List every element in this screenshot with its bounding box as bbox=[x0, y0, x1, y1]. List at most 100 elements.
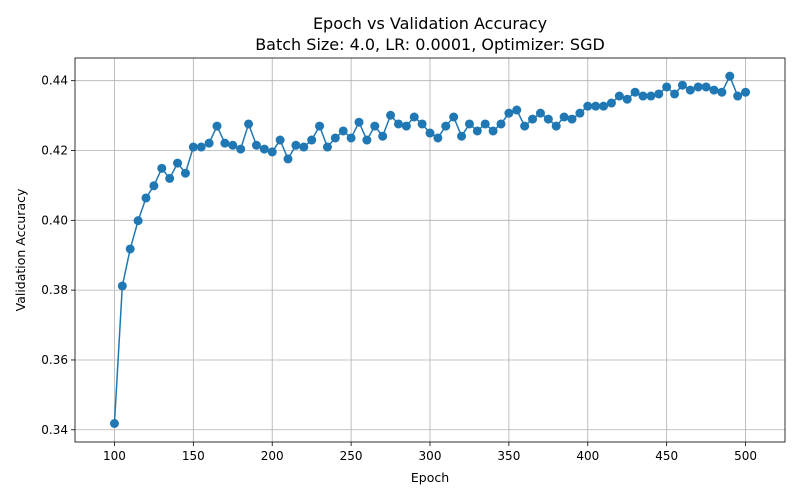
x-tick-label: 150 bbox=[182, 449, 205, 463]
data-point bbox=[614, 91, 624, 101]
data-point bbox=[520, 121, 530, 131]
data-point bbox=[315, 121, 325, 131]
y-tick-label: 0.38 bbox=[41, 283, 68, 297]
data-point bbox=[425, 128, 435, 138]
data-point bbox=[464, 119, 474, 129]
data-point bbox=[670, 89, 680, 99]
data-point bbox=[149, 181, 159, 191]
data-point bbox=[125, 244, 135, 254]
data-point bbox=[386, 110, 396, 120]
data-point bbox=[709, 85, 719, 95]
data-point bbox=[204, 138, 214, 148]
data-point bbox=[283, 154, 293, 164]
data-point bbox=[299, 142, 309, 152]
data-point bbox=[401, 121, 411, 131]
data-point bbox=[733, 91, 743, 101]
x-tick-label: 300 bbox=[419, 449, 442, 463]
x-tick-label: 200 bbox=[261, 449, 284, 463]
data-point bbox=[559, 112, 569, 122]
x-tick-label: 450 bbox=[655, 449, 678, 463]
y-tick-label: 0.42 bbox=[41, 144, 68, 158]
data-point bbox=[543, 114, 553, 124]
chart-title: Epoch vs Validation Accuracy bbox=[313, 14, 547, 33]
data-point bbox=[188, 142, 198, 152]
data-point bbox=[244, 119, 254, 129]
data-point bbox=[165, 173, 175, 183]
x-axis-label: Epoch bbox=[411, 470, 449, 485]
series-validation-accuracy bbox=[109, 71, 751, 428]
data-point bbox=[338, 126, 348, 136]
plot-frame bbox=[74, 57, 786, 443]
data-point bbox=[741, 87, 751, 97]
data-point bbox=[677, 80, 687, 90]
data-point bbox=[567, 114, 577, 124]
data-point bbox=[236, 144, 246, 154]
y-tick-label: 0.40 bbox=[41, 213, 68, 227]
data-point bbox=[330, 133, 340, 143]
data-point bbox=[109, 418, 119, 428]
data-point bbox=[646, 91, 656, 101]
data-point bbox=[322, 142, 332, 152]
data-point bbox=[528, 114, 538, 124]
y-tick-label: 0.34 bbox=[41, 423, 68, 437]
data-point bbox=[551, 121, 561, 131]
data-point bbox=[496, 119, 506, 129]
data-point bbox=[133, 216, 143, 226]
data-point bbox=[346, 133, 356, 143]
data-point bbox=[535, 108, 545, 118]
data-point bbox=[417, 119, 427, 129]
data-point bbox=[173, 158, 183, 168]
chart-subtitle: Batch Size: 4.0, LR: 0.0001, Optimizer: … bbox=[255, 35, 605, 54]
x-tick-label: 400 bbox=[576, 449, 599, 463]
data-point bbox=[220, 138, 230, 148]
data-point bbox=[457, 131, 467, 141]
data-point bbox=[701, 82, 711, 92]
data-point bbox=[630, 87, 640, 97]
data-point bbox=[259, 144, 269, 154]
data-point bbox=[212, 121, 222, 131]
data-point bbox=[480, 119, 490, 129]
data-point bbox=[654, 89, 664, 99]
data-point bbox=[575, 108, 585, 118]
data-point bbox=[267, 147, 277, 157]
data-point bbox=[662, 82, 672, 92]
data-point bbox=[622, 94, 632, 104]
data-point bbox=[606, 98, 616, 108]
data-point bbox=[599, 101, 609, 111]
data-point bbox=[449, 112, 459, 122]
data-point bbox=[370, 121, 380, 131]
x-tick-label: 350 bbox=[497, 449, 520, 463]
data-point bbox=[180, 168, 190, 178]
data-point bbox=[638, 91, 648, 101]
y-tick-label: 0.44 bbox=[41, 74, 68, 88]
data-point bbox=[583, 101, 593, 111]
data-point bbox=[488, 126, 498, 136]
axis-ticks: 100 150 200 250 300 350 400 450 500 0.34 0.36 0.38 0… bbox=[41, 74, 757, 463]
data-point bbox=[725, 71, 735, 81]
data-point bbox=[378, 131, 388, 141]
data-point bbox=[251, 140, 261, 150]
data-point bbox=[275, 135, 285, 145]
data-point bbox=[196, 142, 206, 152]
data-point bbox=[228, 140, 238, 150]
data-point bbox=[307, 135, 317, 145]
data-point bbox=[141, 193, 151, 203]
y-axis-label: Validation Accuracy bbox=[13, 188, 28, 311]
data-point bbox=[433, 133, 443, 143]
data-point bbox=[354, 117, 364, 127]
data-point bbox=[472, 126, 482, 136]
data-point bbox=[117, 281, 127, 291]
data-point bbox=[441, 121, 451, 131]
data-point bbox=[685, 85, 695, 95]
data-point bbox=[393, 119, 403, 129]
data-point bbox=[409, 112, 419, 122]
data-point bbox=[504, 108, 514, 118]
y-tick-label: 0.36 bbox=[41, 353, 68, 367]
x-tick-label: 250 bbox=[340, 449, 363, 463]
data-point bbox=[291, 140, 301, 150]
x-tick-label: 100 bbox=[103, 449, 126, 463]
data-point bbox=[591, 101, 601, 111]
data-point bbox=[362, 135, 372, 145]
x-tick-label: 500 bbox=[734, 449, 757, 463]
